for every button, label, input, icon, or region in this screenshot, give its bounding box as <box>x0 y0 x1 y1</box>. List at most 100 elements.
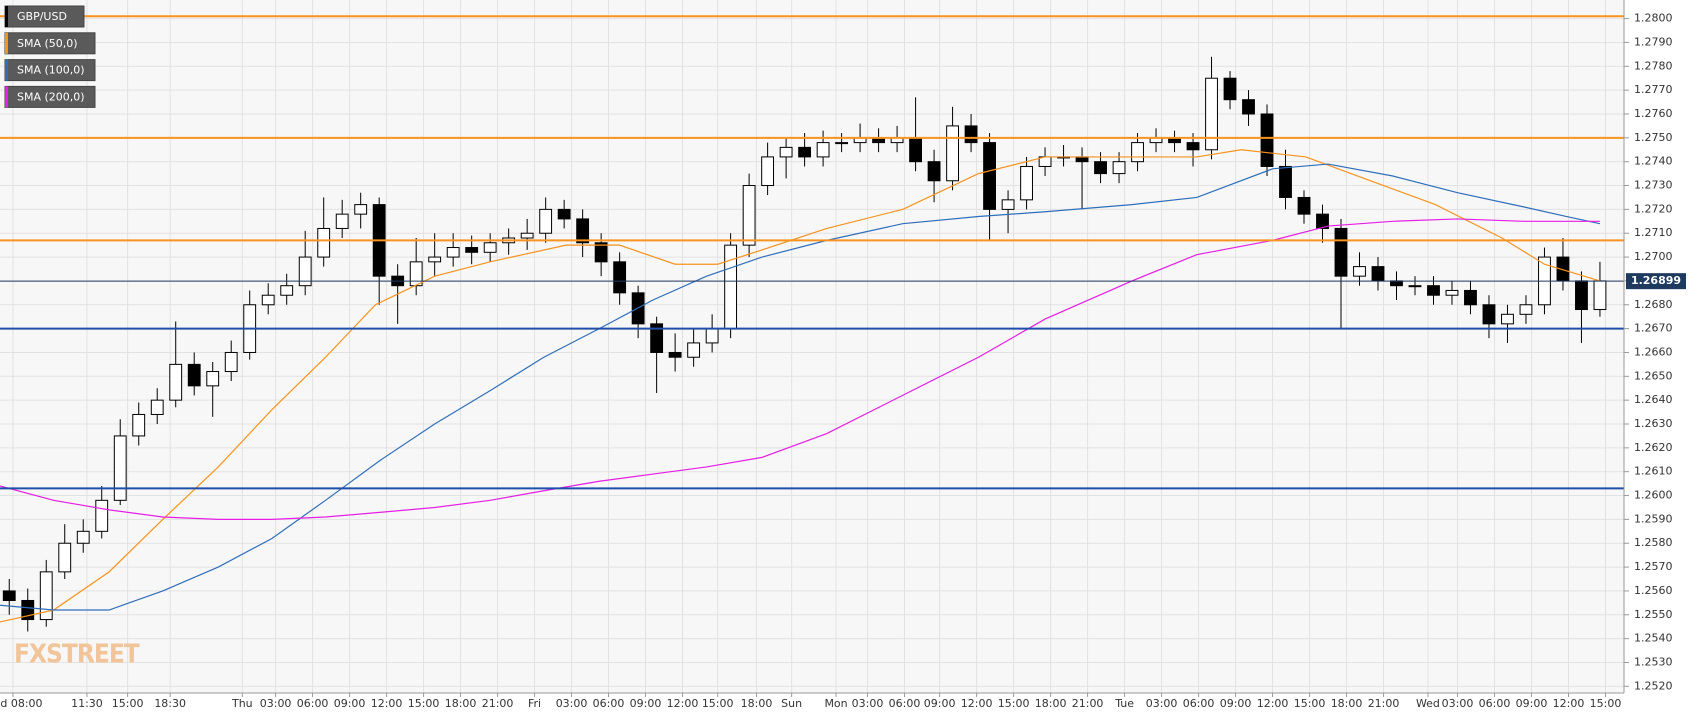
x-tick-label: 15:00 <box>1294 697 1326 710</box>
x-tick-label: 21:00 <box>1072 697 1104 710</box>
candle-body <box>1186 142 1200 151</box>
y-tick-label: 1.2800 <box>1634 12 1673 25</box>
x-tick-label: 15:00 <box>702 697 734 710</box>
y-tick-label: 1.2550 <box>1634 608 1673 621</box>
y-tick-label: 1.2580 <box>1634 536 1673 549</box>
candle-body <box>1575 280 1588 311</box>
candle-body <box>687 342 701 358</box>
legend-label: GBP/USD <box>17 10 67 23</box>
candle-body <box>724 244 738 330</box>
x-tick-label: 03:00 <box>852 697 884 710</box>
y-tick-label: 1.2570 <box>1634 560 1673 573</box>
x-tick-label: 18:00 <box>741 697 773 710</box>
candle-body <box>613 261 627 294</box>
y-tick-label: 1.2740 <box>1634 155 1673 168</box>
candle-body <box>1482 304 1496 325</box>
y-tick-label: 1.2540 <box>1634 632 1673 645</box>
candle-body <box>1501 313 1514 325</box>
candle-body <box>1427 285 1440 296</box>
candle-body <box>76 530 90 544</box>
candle-body <box>1205 77 1218 151</box>
x-tick-label: 03:00 <box>260 697 292 710</box>
y-tick-label: 1.2640 <box>1634 393 1673 406</box>
y-tick-label: 1.2680 <box>1634 298 1673 311</box>
legend-swatch <box>5 6 8 27</box>
y-tick-label: 1.2630 <box>1634 417 1673 430</box>
candle-body <box>354 204 368 215</box>
candle-body <box>798 146 812 158</box>
x-tick-label: 06:00 <box>1479 697 1511 710</box>
candle-body <box>539 208 553 234</box>
candle-body <box>1371 266 1385 282</box>
x-tick-label: 15:00 <box>1590 697 1622 710</box>
x-tick-label: 09:00 <box>924 697 956 710</box>
legend-item: SMA (50,0) <box>4 32 96 55</box>
x-tick-label: 03:00 <box>1146 697 1178 710</box>
candle-body <box>1112 161 1126 175</box>
candle-body <box>1075 156 1089 163</box>
y-tick-label: 1.2620 <box>1634 441 1673 454</box>
x-tick-label: 15:00 <box>408 697 440 710</box>
y-tick-label: 1.2790 <box>1634 35 1673 48</box>
candle-body <box>1316 213 1329 229</box>
candle-body <box>816 142 830 158</box>
candle-body <box>650 323 664 353</box>
candle-body <box>1279 165 1292 198</box>
candle-body <box>1297 196 1311 215</box>
x-tick-label: 06:00 <box>593 697 625 710</box>
legend-swatch <box>5 59 8 81</box>
last-price-label: 1.26899 <box>1631 274 1681 287</box>
candle-body <box>1001 199 1015 210</box>
x-tick-label: 12:00 <box>371 697 403 710</box>
legend-item: GBP/USD <box>4 5 85 28</box>
legend-label: SMA (50,0) <box>17 37 78 50</box>
x-tick-label: 09:00 <box>334 697 366 710</box>
candle-body <box>409 261 423 287</box>
candle-body <box>317 227 331 258</box>
y-tick-label: 1.2560 <box>1634 584 1673 597</box>
grid: 1.2520 1.2530 1.2540 1.2550 1.2560 1.2570 1.25… <box>0 0 1673 710</box>
axis-background <box>1624 0 1707 712</box>
sma-line <box>0 163 1601 611</box>
x-tick-label: 18:00 <box>1035 697 1067 710</box>
legend-label: SMA (200,0) <box>17 90 85 103</box>
candle-body <box>964 125 978 144</box>
candle-body <box>1223 77 1237 101</box>
y-tick-label: 1.2750 <box>1634 131 1673 144</box>
watermark: FXSTREET <box>14 640 140 670</box>
candle-body <box>1593 280 1607 311</box>
candle-body <box>557 208 571 220</box>
legend-swatch <box>5 86 8 108</box>
x-tick-label: Fri <box>528 697 541 710</box>
last-price-box <box>1626 273 1686 290</box>
x-tick-label: 06:00 <box>889 697 921 710</box>
x-tick-label: 12:00 <box>667 697 699 710</box>
candle-body <box>21 599 35 621</box>
candle-body <box>1020 165 1033 201</box>
x-tick-label: 12:00 <box>1553 697 1585 710</box>
x-tick-label: 12:00 <box>961 697 993 710</box>
candle-body <box>261 294 275 306</box>
y-tick-label: 1.2770 <box>1634 83 1673 96</box>
candle-body <box>446 247 460 258</box>
candle-body <box>95 499 109 532</box>
marks <box>0 56 1607 632</box>
x-tick-label: Wed <box>1416 697 1440 710</box>
candle-body <box>1094 161 1107 175</box>
x-tick-label: Mon <box>824 697 847 710</box>
x-tick-label: 18:30 <box>154 697 186 710</box>
x-tick-label: 03:00 <box>1442 697 1474 710</box>
candle-body <box>206 371 220 387</box>
candle-body <box>576 218 590 244</box>
y-tick-label: 1.2660 <box>1634 345 1673 358</box>
candle-body <box>280 285 294 296</box>
candle-body <box>594 242 608 263</box>
x-tick-label: 18:00 <box>445 697 477 710</box>
x-tick-label: 11:30 <box>71 697 103 710</box>
y-tick-label: 1.2590 <box>1634 512 1673 525</box>
candle-body <box>132 413 146 437</box>
candle-body <box>1334 227 1348 277</box>
y-tick-label: 1.2600 <box>1634 489 1673 502</box>
plot-background <box>0 0 1624 693</box>
y-tick-label: 1.2670 <box>1634 322 1673 335</box>
